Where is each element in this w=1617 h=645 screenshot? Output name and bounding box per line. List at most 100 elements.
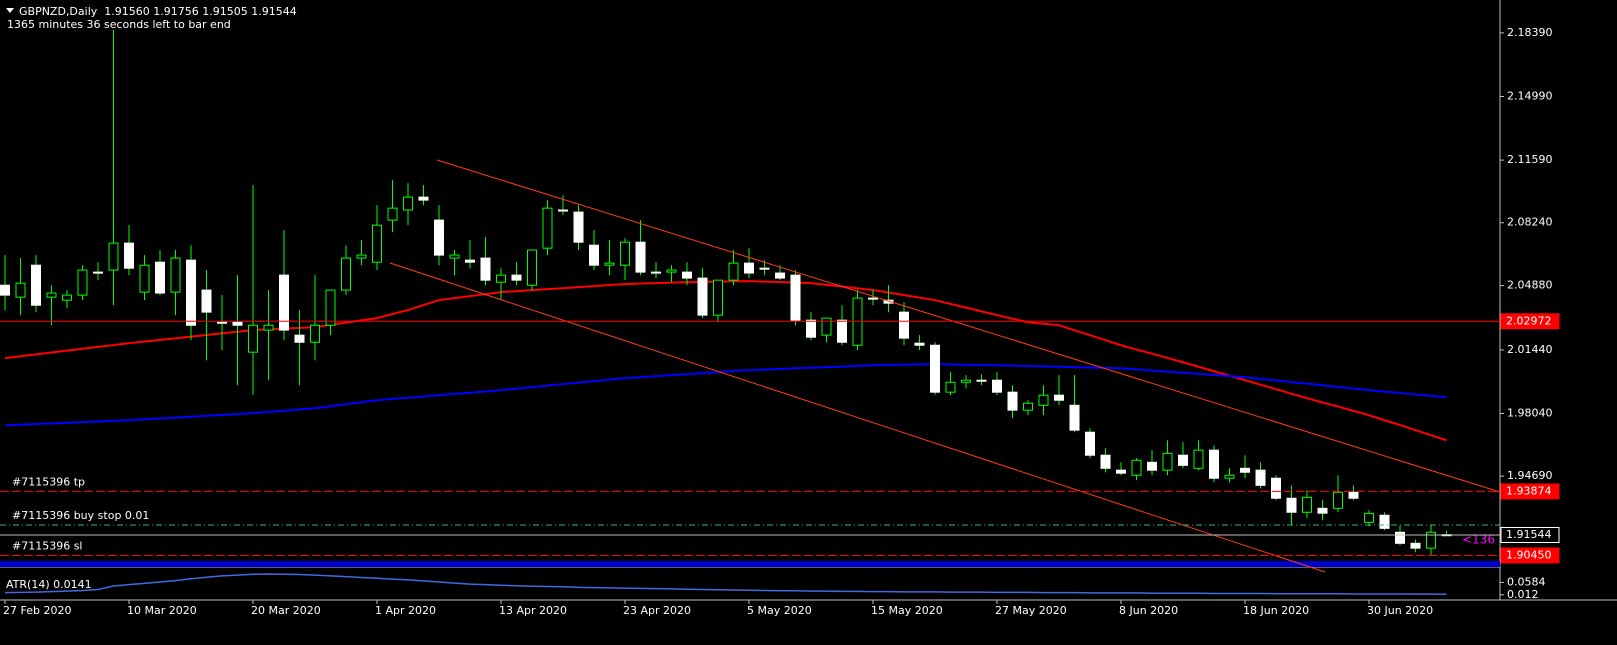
candle-body — [465, 259, 475, 263]
candle-body — [139, 264, 150, 293]
x-tick-label: 15 May 2020 — [871, 604, 943, 617]
candle-body — [1038, 394, 1049, 406]
y-tick-label: 2.18390 — [1507, 26, 1553, 39]
candle-body — [914, 342, 925, 346]
bar-countdown: 1365 minutes 36 seconds left to bar end — [7, 18, 231, 31]
moving-average — [4, 363, 1447, 427]
level-label-box — [1500, 547, 1560, 564]
candle-body — [961, 379, 971, 383]
x-tick-label: 13 Apr 2020 — [499, 604, 567, 617]
candle-body — [1069, 404, 1080, 431]
candle-body — [418, 196, 429, 201]
y-tick-label: 2.08240 — [1507, 216, 1553, 229]
candle-body — [759, 267, 770, 270]
y-tick-label: 2.04880 — [1507, 279, 1553, 292]
candle-body — [945, 381, 956, 393]
level-name: #7115396 sl — [12, 539, 83, 552]
candle-body — [1193, 449, 1204, 469]
level-label: 2.02972 — [1506, 314, 1552, 327]
candle-body — [387, 207, 398, 221]
candle-body — [1054, 394, 1064, 401]
candle-body — [713, 279, 723, 316]
candle-body — [77, 269, 88, 296]
level-label: 1.93874 — [1506, 484, 1552, 497]
candle-body — [1271, 477, 1281, 499]
candle-body — [403, 196, 413, 211]
x-tick-label: 27 May 2020 — [995, 604, 1067, 617]
candle-body — [263, 324, 274, 331]
candle-body — [511, 274, 522, 281]
candle-body — [1178, 454, 1188, 466]
candle-body — [434, 219, 444, 256]
atr-tick-label: 0.0584 — [1507, 575, 1546, 588]
candle-body — [46, 292, 57, 298]
collapse-icon[interactable] — [6, 8, 14, 13]
candle-body — [573, 211, 584, 243]
candle-body — [1007, 391, 1018, 411]
candle-body — [775, 272, 785, 279]
channel-line — [389, 262, 1326, 573]
x-tick-label: 1 Apr 2020 — [375, 604, 436, 617]
atr-tick-label: 0.012 — [1507, 588, 1539, 601]
candle-body — [666, 269, 677, 273]
level-label: 1.90450 — [1506, 548, 1552, 561]
x-tick-label: 23 Apr 2020 — [623, 604, 691, 617]
candle-body — [341, 257, 351, 291]
candle-body — [201, 289, 212, 313]
candle-body — [15, 282, 26, 298]
y-tick-label: 2.11590 — [1507, 153, 1553, 166]
x-tick-label: 20 Mar 2020 — [251, 604, 321, 617]
level-name: #7115396 tp — [12, 475, 85, 488]
candle-body — [868, 297, 878, 300]
candle-body — [883, 299, 894, 304]
candle-body — [108, 242, 119, 271]
candle-body — [604, 262, 615, 266]
candle-body — [821, 317, 832, 336]
candle-body — [1302, 496, 1312, 513]
x-tick-label: 5 May 2020 — [747, 604, 812, 617]
candle-body — [1023, 402, 1033, 411]
atr-line — [4, 573, 1447, 595]
candle-body — [1100, 454, 1111, 469]
candle-body — [356, 254, 367, 259]
candle-body — [1240, 467, 1250, 473]
candle-body — [124, 242, 134, 269]
candle-body — [651, 271, 661, 274]
x-tick-label: 8 Jun 2020 — [1119, 604, 1178, 617]
candle-body — [1410, 542, 1421, 549]
candle-body — [1255, 469, 1266, 486]
candle-body — [1209, 449, 1219, 479]
candle-body — [279, 274, 289, 331]
candle-body — [1379, 514, 1390, 529]
candle-body — [527, 249, 537, 286]
candle-body — [1131, 459, 1142, 476]
y-tick-label: 2.01440 — [1507, 343, 1553, 356]
candle-body — [170, 257, 181, 293]
candle-body — [93, 271, 103, 274]
candle-body — [635, 241, 646, 273]
countdown-tag: <136 — [1462, 533, 1495, 547]
level-name: #7115396 buy stop 0.01 — [12, 509, 149, 522]
candle-body — [372, 224, 382, 263]
candle-body — [1162, 452, 1173, 471]
candle-body — [589, 244, 599, 266]
candle-body — [1116, 469, 1126, 474]
level-label-box — [1500, 527, 1560, 544]
candle-body — [1224, 474, 1235, 479]
candle-body — [1395, 531, 1405, 544]
candle-body — [682, 271, 692, 279]
level-label: 1.91544 — [1506, 528, 1552, 541]
x-tick-label: 27 Feb 2020 — [3, 604, 71, 617]
channel-line — [436, 159, 1501, 493]
y-tick-label: 1.94690 — [1507, 469, 1553, 482]
moving-average — [4, 280, 1447, 442]
candle-body — [620, 241, 630, 266]
candle-body — [1348, 491, 1359, 499]
candle-body — [62, 294, 72, 301]
candle-body — [0, 284, 10, 296]
x-tick-label: 18 Jun 2020 — [1243, 604, 1309, 617]
candle-body — [294, 334, 305, 343]
candle-body — [542, 207, 553, 249]
candle-body — [232, 321, 243, 326]
